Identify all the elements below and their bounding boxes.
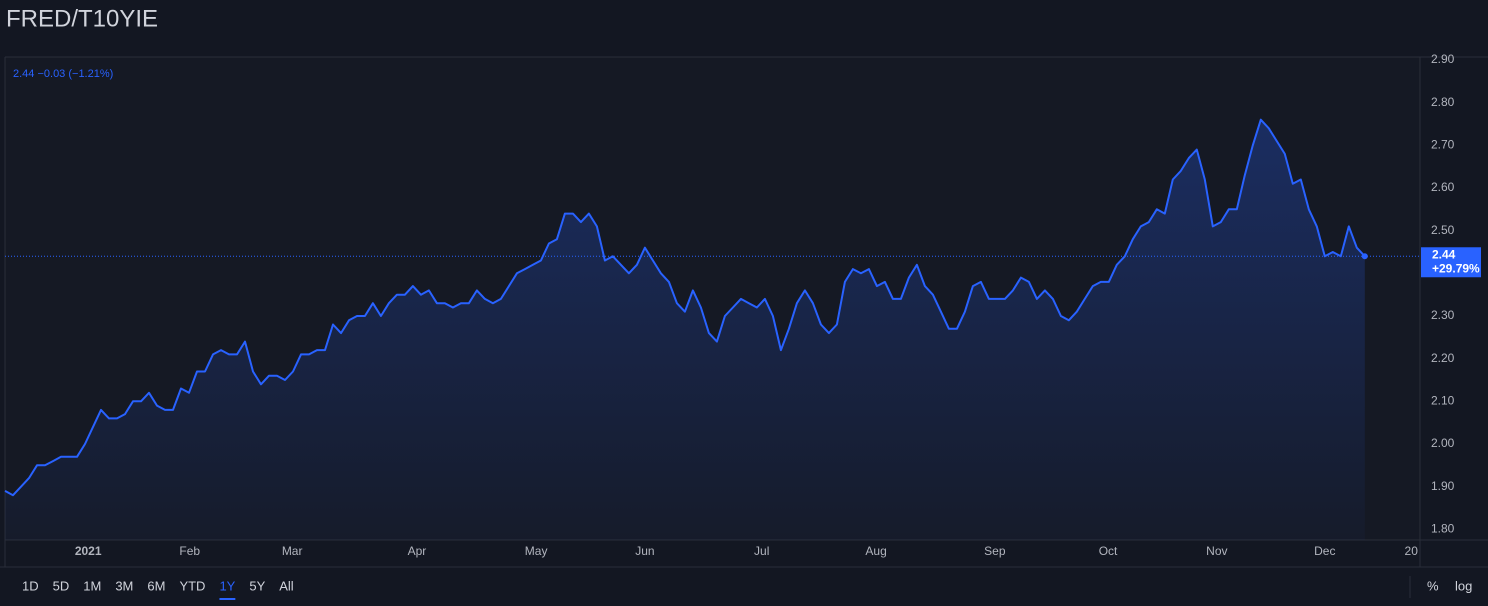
y-tick-label: 2.60 [1431,180,1455,194]
price-badge-value: 2.44 [1432,247,1456,261]
range-button[interactable]: 3M [115,578,133,593]
x-tick-label: Jul [754,544,769,558]
y-tick-label: 2.80 [1431,95,1455,109]
x-tick-label: Mar [282,544,303,558]
last-point [1361,253,1368,260]
y-tick-label: 2.30 [1431,308,1455,322]
y-tick-label: 2.00 [1431,436,1455,450]
y-tick-label: 2.90 [1431,52,1455,66]
y-tick-label: 1.80 [1431,522,1455,536]
x-tick-label: Apr [408,544,427,558]
y-tick-label: 2.50 [1431,223,1455,237]
range-button[interactable]: 1D [22,578,39,593]
x-tick-label: Oct [1099,544,1118,558]
range-button[interactable]: 1M [83,578,101,593]
y-tick-label: 1.90 [1431,479,1455,493]
x-tick-label: 20 [1405,544,1419,558]
range-button[interactable]: 5Y [249,578,265,593]
x-tick-label: 2021 [75,544,102,558]
x-tick-label: Nov [1206,544,1227,558]
x-tick-label: Dec [1314,544,1335,558]
x-tick-label: Sep [984,544,1006,558]
y-tick-label: 2.70 [1431,137,1455,151]
price-badge-change: +29.79% [1432,261,1480,275]
line [4,118,1366,497]
range-button[interactable]: 5D [53,578,70,593]
x-tick-label: Feb [179,544,200,558]
y-tick-label: 2.10 [1431,394,1455,408]
legend: 2.44 −0.03 (−1.21%) [13,68,113,80]
range-button[interactable]: 6M [147,578,165,593]
price-badge [1421,247,1481,278]
area [5,119,1365,540]
x-tick-label: May [525,544,548,558]
scale-button[interactable]: % [1427,578,1439,593]
chart-title: FRED/T10YIE [6,5,158,32]
x-tick-label: Aug [865,544,886,558]
range-button[interactable]: 1Y [219,578,235,593]
x-tick-label: Jun [635,544,654,558]
y-tick-label: 2.20 [1431,351,1455,365]
range-button[interactable]: YTD [179,578,205,593]
range-button[interactable]: All [279,578,294,593]
scale-button[interactable]: log [1455,578,1472,593]
